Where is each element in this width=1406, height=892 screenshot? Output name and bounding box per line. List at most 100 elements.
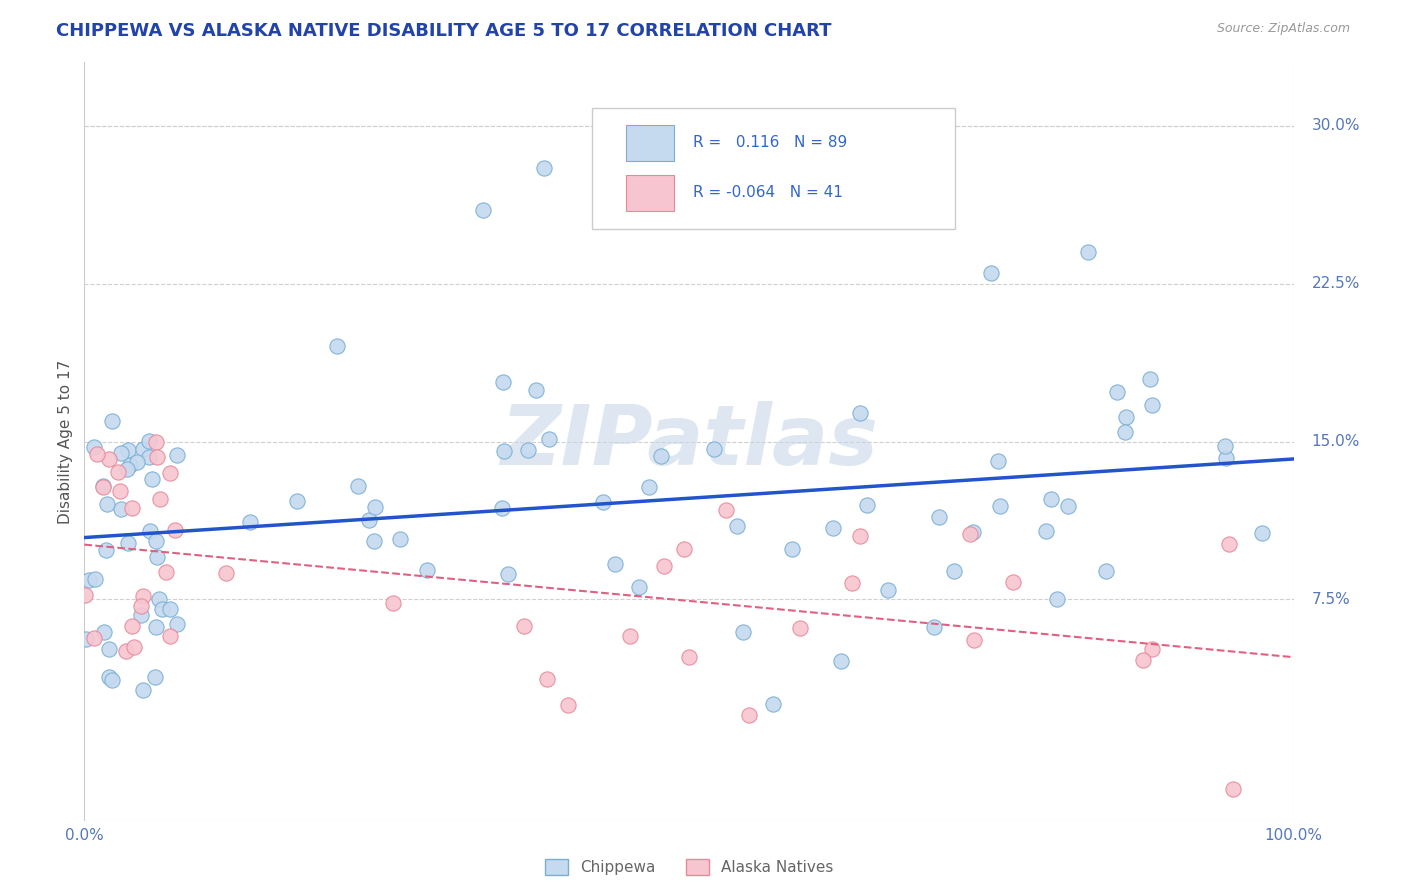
Point	[516, 443, 538, 458]
Point	[141, 473, 163, 487]
Point	[148, 592, 170, 607]
Point	[159, 629, 181, 643]
Text: 7.5%: 7.5%	[1312, 592, 1350, 607]
Point	[91, 479, 114, 493]
Point	[990, 499, 1012, 513]
Point	[1105, 384, 1128, 399]
Point	[145, 435, 167, 450]
Point	[526, 383, 548, 397]
Point	[1140, 642, 1163, 657]
Point	[86, 447, 108, 461]
Point	[83, 440, 105, 454]
Point	[638, 480, 661, 494]
Legend: Chippewa, Alaska Natives: Chippewa, Alaska Natives	[538, 853, 839, 881]
Point	[114, 644, 136, 658]
Point	[77, 573, 100, 587]
Text: R =   0.116   N = 89: R = 0.116 N = 89	[693, 136, 846, 151]
Point	[138, 434, 160, 449]
Point	[101, 673, 124, 687]
Point	[491, 501, 513, 516]
Point	[117, 536, 139, 550]
Point	[1132, 653, 1154, 667]
Point	[1040, 492, 1063, 507]
Point	[121, 619, 143, 633]
Point	[155, 565, 177, 579]
Point	[215, 566, 238, 580]
Point	[1139, 372, 1161, 386]
Point	[678, 649, 700, 664]
Point	[533, 161, 555, 175]
Point	[389, 533, 412, 547]
Point	[1115, 409, 1137, 424]
Point	[512, 619, 534, 633]
Point	[110, 502, 132, 516]
Point	[98, 452, 121, 467]
Point	[492, 375, 515, 389]
Point	[496, 566, 519, 581]
Point	[1035, 524, 1057, 539]
Point	[120, 458, 142, 472]
Point	[928, 510, 950, 524]
Point	[121, 501, 143, 516]
Point	[357, 513, 380, 527]
Point	[654, 558, 676, 573]
Point	[146, 549, 169, 564]
Point	[627, 580, 650, 594]
Point	[93, 625, 115, 640]
Point	[924, 620, 946, 634]
Point	[143, 670, 166, 684]
Y-axis label: Disability Age 5 to 17: Disability Age 5 to 17	[58, 359, 73, 524]
Point	[75, 632, 97, 647]
Point	[1218, 537, 1240, 551]
Point	[962, 524, 984, 539]
Point	[1046, 591, 1069, 606]
Point	[139, 524, 162, 538]
Point	[138, 450, 160, 464]
Point	[1002, 574, 1025, 589]
Point	[125, 455, 148, 469]
Point	[1114, 425, 1136, 440]
Point	[96, 497, 118, 511]
Point	[117, 442, 139, 457]
Point	[149, 492, 172, 507]
Point	[91, 480, 114, 494]
Point	[849, 529, 872, 543]
Point	[129, 599, 152, 613]
Point	[703, 442, 725, 456]
Point	[672, 542, 695, 557]
Point	[733, 625, 755, 640]
Point	[97, 642, 120, 657]
Point	[980, 266, 1002, 280]
Point	[166, 448, 188, 462]
Point	[115, 461, 138, 475]
Point	[738, 708, 761, 723]
Point	[165, 524, 187, 538]
Text: Source: ZipAtlas.com: Source: ZipAtlas.com	[1216, 22, 1350, 36]
Text: 30.0%: 30.0%	[1312, 118, 1360, 133]
Point	[416, 563, 439, 577]
Point	[145, 620, 167, 634]
Point	[132, 682, 155, 697]
Point	[841, 576, 863, 591]
Point	[605, 557, 627, 571]
Point	[108, 484, 131, 499]
Point	[714, 502, 737, 516]
Point	[145, 534, 167, 549]
Text: ZIPatlas: ZIPatlas	[501, 401, 877, 482]
Bar	[626, 175, 675, 211]
Point	[557, 698, 579, 712]
Text: 15.0%: 15.0%	[1312, 434, 1360, 449]
Point	[536, 672, 558, 686]
Text: CHIPPEWA VS ALASKA NATIVE DISABILITY AGE 5 TO 17 CORRELATION CHART: CHIPPEWA VS ALASKA NATIVE DISABILITY AGE…	[56, 22, 832, 40]
Bar	[626, 125, 675, 161]
Point	[1094, 564, 1116, 578]
Point	[1215, 451, 1237, 466]
Point	[326, 339, 349, 353]
Point	[538, 433, 561, 447]
Point	[239, 516, 262, 530]
Point	[619, 629, 641, 643]
Point	[1222, 782, 1244, 797]
Point	[592, 495, 614, 509]
Point	[83, 572, 105, 586]
Point	[1077, 244, 1099, 259]
